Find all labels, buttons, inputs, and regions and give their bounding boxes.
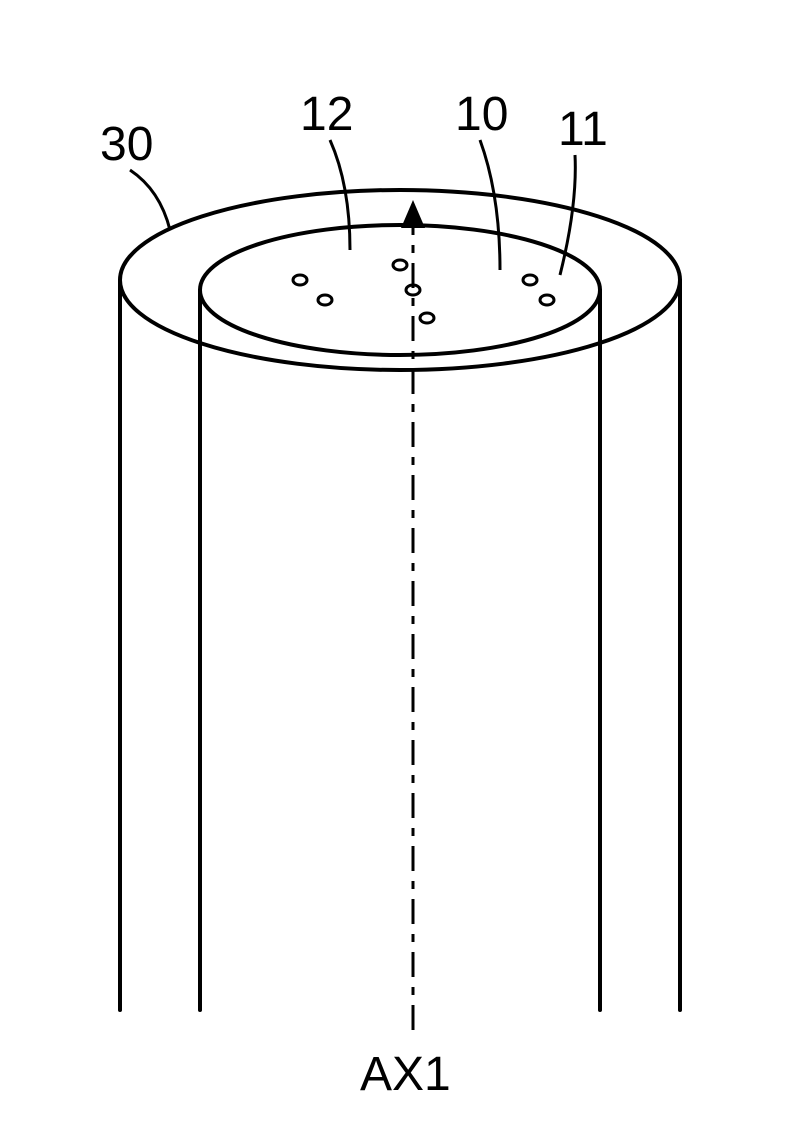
- label-11: 11: [558, 103, 608, 156]
- axis-label: AX1: [360, 1048, 451, 1101]
- hole-6: [540, 295, 554, 305]
- leader-30: [130, 170, 170, 230]
- label-12: 12: [300, 88, 353, 141]
- hole-5: [523, 275, 537, 285]
- hole-0: [293, 275, 307, 285]
- hole-4: [420, 313, 434, 323]
- leader-10: [480, 140, 500, 270]
- label-10: 10: [455, 88, 508, 141]
- axis-arrowhead: [401, 200, 425, 228]
- cylinder-diagram: 30 12 10 11 AX1: [0, 0, 799, 1133]
- label-30: 30: [100, 118, 153, 171]
- leader-12: [330, 140, 350, 250]
- inner-top-ellipse: [200, 225, 600, 355]
- hole-1: [318, 295, 332, 305]
- hole-2: [393, 260, 407, 270]
